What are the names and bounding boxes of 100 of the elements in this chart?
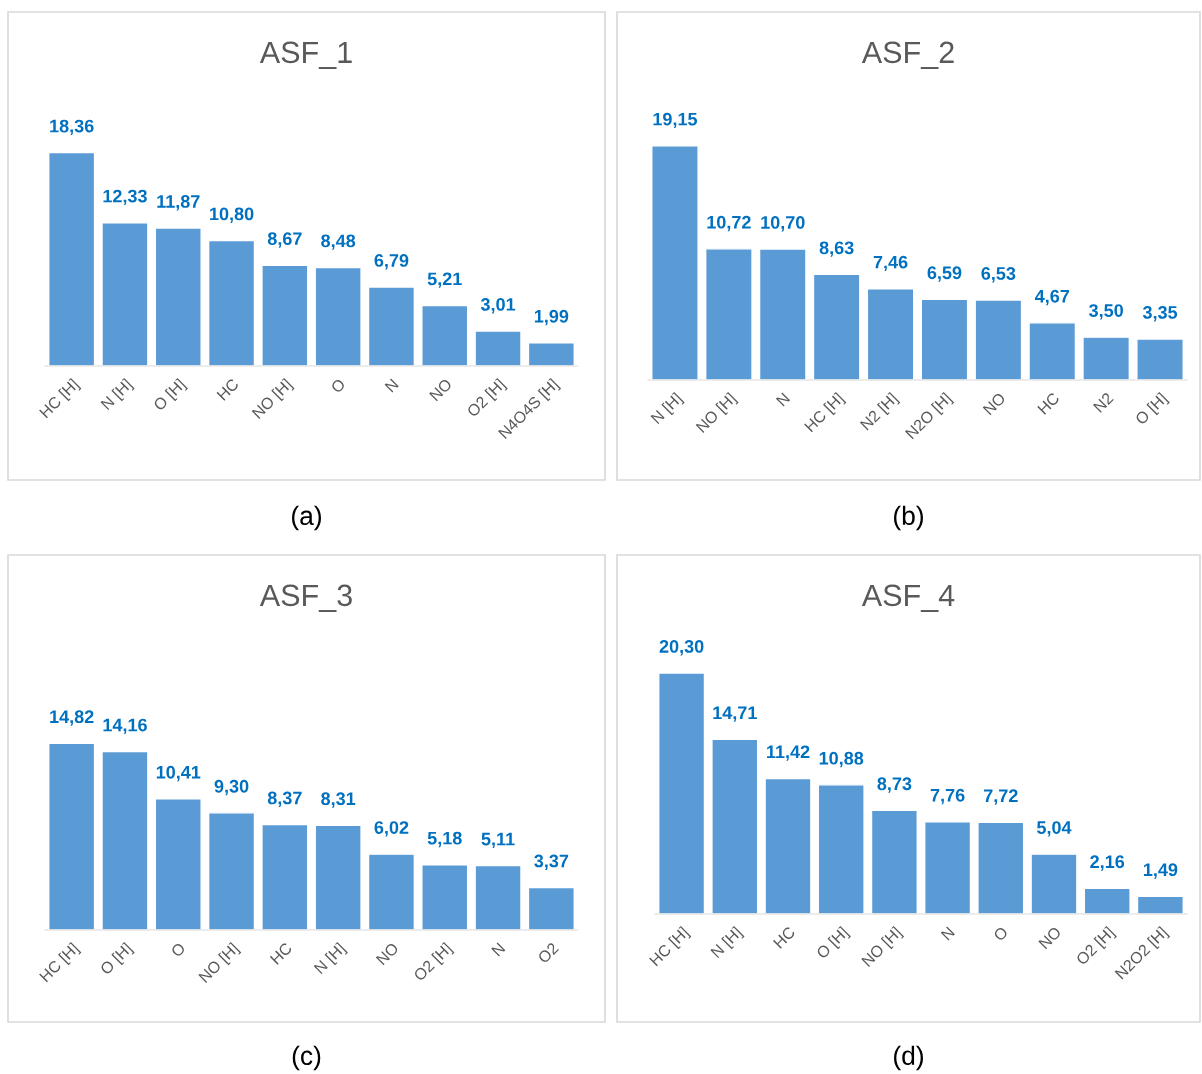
bar xyxy=(314,824,362,930)
bar xyxy=(207,239,256,366)
bar xyxy=(261,264,309,366)
data-label: 8,48 xyxy=(321,234,356,250)
x-tick-label: O2 [H] xyxy=(412,941,455,984)
data-label: 8,37 xyxy=(267,791,302,807)
data-label: 10,72 xyxy=(707,215,751,232)
bar xyxy=(812,273,861,380)
chart-title: ASF_4 xyxy=(861,584,955,612)
bar xyxy=(154,798,202,930)
text: (b) xyxy=(894,505,923,531)
data-label: 14,16 xyxy=(103,718,147,735)
x-tick-label: NO [H] xyxy=(251,377,295,422)
bar xyxy=(101,750,149,930)
x-tick-label: O xyxy=(992,925,1009,942)
bar xyxy=(866,288,915,380)
x-tick-label: HC xyxy=(216,377,240,401)
data-label: 2,16 xyxy=(1090,855,1125,871)
data-label: 10,80 xyxy=(210,207,254,223)
data-label: 8,63 xyxy=(819,241,854,257)
x-tick-label: N2 [H] xyxy=(859,391,901,433)
bar xyxy=(1136,338,1184,380)
bar xyxy=(870,809,918,914)
x-tick-label: N xyxy=(384,378,399,393)
data-label: 10,88 xyxy=(819,751,864,768)
data-label: 14,71 xyxy=(713,706,757,722)
data-label: 10,41 xyxy=(156,765,201,782)
bar xyxy=(101,222,149,366)
x-tick-label: NO xyxy=(1038,925,1062,950)
data-label: 5,04 xyxy=(1036,821,1072,837)
data-label: 11,87 xyxy=(157,195,200,211)
bar xyxy=(764,777,812,914)
data-label: 3,01 xyxy=(480,298,516,314)
data-label: 8,73 xyxy=(877,777,912,793)
bar xyxy=(421,304,469,366)
data-label: 7,76 xyxy=(930,788,965,805)
bar xyxy=(261,823,309,930)
x-tick-label: NO xyxy=(429,377,453,402)
bar xyxy=(658,672,706,914)
x-tick-label: HC [H] xyxy=(648,925,692,969)
x-tick-label: N2 xyxy=(1092,391,1114,413)
x-tick-label: O2 [H] xyxy=(1075,925,1117,968)
text: (a) xyxy=(292,505,321,531)
data-label: 1,99 xyxy=(534,309,569,326)
data-label: 14,82 xyxy=(50,710,94,726)
data-label: 6,59 xyxy=(927,266,962,282)
bar xyxy=(817,784,865,914)
text: (c) xyxy=(292,1045,321,1071)
text: (d) xyxy=(894,1045,923,1071)
data-label: 3,50 xyxy=(1089,304,1123,320)
data-label: 6,53 xyxy=(981,267,1016,283)
data-label: 18,36 xyxy=(50,119,94,136)
bar xyxy=(1028,322,1077,380)
bar xyxy=(704,248,753,380)
bar xyxy=(758,248,807,380)
data-label: 9,30 xyxy=(214,779,249,796)
chart-title: ASF_2 xyxy=(861,41,954,69)
data-label: 12,33 xyxy=(103,189,147,206)
chart-title: ASF_3 xyxy=(259,584,352,612)
x-tick-label: N xyxy=(775,392,791,407)
bar xyxy=(367,853,416,930)
bar xyxy=(314,266,362,366)
x-tick-label: NO [H] xyxy=(860,925,905,970)
bar xyxy=(1136,895,1184,914)
bar xyxy=(711,738,759,914)
x-tick-label: O xyxy=(170,941,187,958)
x-tick-label: HC [H] xyxy=(38,377,82,421)
x-tick-label: O [H] xyxy=(1134,391,1170,428)
data-label: 5,18 xyxy=(427,831,462,848)
x-tick-label: NO xyxy=(982,391,1007,416)
x-tick-label: N xyxy=(940,926,955,941)
bar xyxy=(367,286,416,366)
chart-title: ASF_1 xyxy=(259,41,352,69)
data-label: 8,31 xyxy=(321,792,356,808)
bar xyxy=(474,330,522,366)
data-label: 11,42 xyxy=(767,745,810,761)
data-label: 10,70 xyxy=(761,216,805,232)
x-tick-label: HC xyxy=(269,941,293,965)
bar xyxy=(48,151,96,366)
bar xyxy=(1030,853,1078,914)
data-label: 6,02 xyxy=(374,821,409,837)
data-label: 19,15 xyxy=(653,112,698,129)
x-tick-label: HC xyxy=(772,925,796,949)
data-label: 5,21 xyxy=(427,272,462,288)
bar xyxy=(474,864,522,930)
x-tick-label: N [H] xyxy=(313,941,348,977)
x-tick-label: O xyxy=(330,377,346,394)
bar xyxy=(1083,887,1131,914)
bar xyxy=(527,886,575,930)
data-label: 7,72 xyxy=(984,789,1018,805)
bar xyxy=(977,821,1025,914)
data-label: 8,67 xyxy=(267,232,302,248)
x-tick-label: HC [H] xyxy=(803,391,847,435)
bar xyxy=(924,821,972,914)
bar xyxy=(207,812,256,930)
data-label: 4,67 xyxy=(1034,289,1070,306)
bar xyxy=(48,742,96,930)
x-tick-label: HC [H] xyxy=(38,941,82,985)
bar xyxy=(421,864,469,930)
data-label: 5,11 xyxy=(481,832,515,849)
